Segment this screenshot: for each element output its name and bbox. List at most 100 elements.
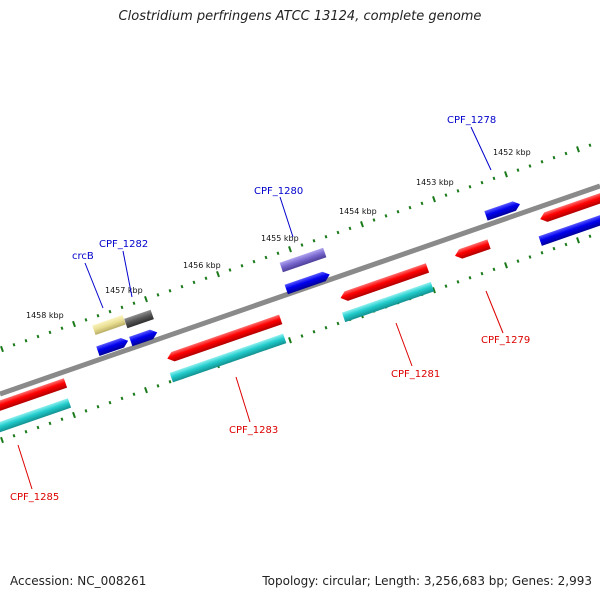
upper-ruler-tick: [156, 293, 160, 297]
upper-ruler-tick: [372, 218, 376, 222]
upper-ruler-tick: [36, 334, 40, 339]
tick-label-1452: 1452 kbp: [493, 148, 531, 157]
gene-feature-cpf1281-rna[interactable]: [341, 281, 435, 323]
upper-ruler-tick: [420, 201, 424, 206]
tick-ruler-upper: [0, 143, 592, 353]
upper-ruler-tick: [96, 313, 100, 318]
lower-ruler-tick: [564, 242, 568, 247]
tick-label-1454: 1454 kbp: [339, 207, 377, 216]
upper-ruler-tick: [252, 259, 256, 264]
lower-ruler-tick: [96, 404, 100, 409]
upper-ruler-tick: [180, 284, 184, 289]
lower-ruler-tick: [480, 271, 484, 276]
upper-ruler-tick: [324, 234, 328, 239]
upper-ruler-tick: [528, 164, 532, 168]
reverse-strand-features: [0, 188, 600, 438]
gene-label-cpf1281[interactable]: CPF_1281: [391, 369, 440, 380]
lower-ruler-tick: [108, 400, 112, 405]
tick-label-1455: 1455 kbp: [261, 234, 299, 243]
leader-cpf1279: [485, 290, 504, 334]
lower-ruler-tick: [552, 246, 556, 251]
map-title: Clostridium perfringens ATCC 13124, comp…: [118, 9, 482, 24]
tick-label-1458: 1458 kbp: [26, 311, 64, 320]
gene-feature-cpf1283[interactable]: [166, 314, 283, 364]
upper-ruler-tick: [204, 276, 208, 281]
upper-ruler-tick: [564, 151, 568, 156]
gene-label-cpf1285[interactable]: CPF_1285: [10, 492, 59, 503]
lower-ruler-tick: [156, 384, 160, 388]
gene-feature-offscreen-blue[interactable]: [538, 210, 600, 246]
upper-ruler-tick: [408, 205, 412, 210]
lower-ruler-tick: [336, 321, 340, 326]
upper-ruler-tick: [132, 301, 136, 305]
gene-label-crcb[interactable]: crcB: [72, 251, 94, 262]
lower-ruler-tick: [540, 251, 544, 255]
upper-ruler-tick: [468, 185, 472, 189]
lower-ruler-tick: [492, 267, 496, 272]
lower-ruler-tick: [468, 276, 472, 280]
upper-ruler-tick: [384, 214, 388, 218]
upper-ruler-tick: [288, 246, 292, 253]
upper-ruler-tick: [108, 309, 112, 314]
lower-ruler-tick: [444, 284, 448, 288]
lower-ruler-tick: [84, 409, 88, 413]
lower-ruler-tick: [60, 417, 64, 421]
label-leaders: [17, 126, 504, 490]
tick-label-1456: 1456 kbp: [183, 261, 221, 270]
upper-ruler-tick: [480, 180, 484, 185]
upper-ruler-tick: [0, 345, 4, 353]
lower-ruler-tick: [48, 421, 52, 426]
gene-feature-cpf1279[interactable]: [453, 239, 491, 260]
lower-ruler-tick: [132, 392, 136, 396]
upper-ruler-tick: [24, 338, 28, 343]
gene-feature-crcb[interactable]: [96, 336, 130, 356]
upper-ruler-tick: [276, 251, 280, 256]
gene-label-cpf1280[interactable]: CPF_1280: [254, 186, 303, 197]
lower-ruler-tick: [588, 234, 592, 238]
tick-label-1453: 1453 kbp: [416, 178, 454, 187]
upper-ruler-tick: [228, 268, 232, 272]
upper-ruler-tick: [48, 330, 52, 335]
upper-ruler-tick: [396, 209, 400, 214]
lower-ruler-tick: [456, 280, 460, 284]
lower-ruler-tick: [36, 425, 40, 430]
upper-ruler-tick: [192, 280, 196, 285]
gene-feature-crcb-yellow[interactable]: [92, 315, 126, 335]
upper-ruler-tick: [576, 146, 580, 153]
upper-ruler-tick: [312, 239, 316, 243]
genome-summary-text: Topology: circular; Length: 3,256,683 bp…: [262, 574, 592, 588]
tick-label-1457: 1457 kbp: [105, 286, 143, 295]
lower-ruler-tick: [288, 337, 292, 344]
lower-ruler-tick: [72, 411, 76, 419]
gene-feature-cpf1280[interactable]: [284, 270, 332, 295]
lower-ruler-tick: [576, 237, 580, 244]
gene-label-cpf1282[interactable]: CPF_1282: [99, 239, 148, 250]
lower-ruler-tick: [0, 436, 4, 444]
gene-feature-cpf1285[interactable]: [0, 378, 68, 418]
gene-feature-cpf1282-gray[interactable]: [124, 309, 154, 329]
gene-label-cpf1283[interactable]: CPF_1283: [229, 425, 278, 436]
gene-feature-cpf1285-rna[interactable]: [0, 398, 72, 438]
gene-feature-offscreen-red[interactable]: [539, 188, 600, 224]
lower-ruler-tick: [24, 429, 28, 434]
leader-cpf1283: [235, 376, 251, 423]
upper-ruler-tick: [444, 193, 448, 197]
gene-feature-cpf1280-purple[interactable]: [279, 247, 327, 273]
accession-text: Accession: NC_008261: [10, 574, 147, 588]
upper-ruler-tick: [12, 343, 16, 347]
gene-label-cpf1279[interactable]: CPF_1279: [481, 335, 530, 346]
gene-feature-cpf1281[interactable]: [339, 263, 430, 303]
gene-label-cpf1278[interactable]: CPF_1278: [447, 115, 496, 126]
lower-ruler-tick: [120, 396, 124, 401]
lower-ruler-tick: [312, 330, 316, 334]
upper-ruler-tick: [348, 226, 352, 231]
upper-ruler-tick: [84, 318, 88, 322]
upper-ruler-tick: [540, 160, 544, 164]
gene-feature-cpf1278[interactable]: [484, 199, 521, 221]
leader-cpf1280: [279, 196, 294, 238]
gene-feature-cpf1283-rna[interactable]: [169, 333, 287, 383]
lower-ruler-tick: [144, 386, 148, 394]
gene-feature-cpf1282[interactable]: [129, 328, 159, 347]
